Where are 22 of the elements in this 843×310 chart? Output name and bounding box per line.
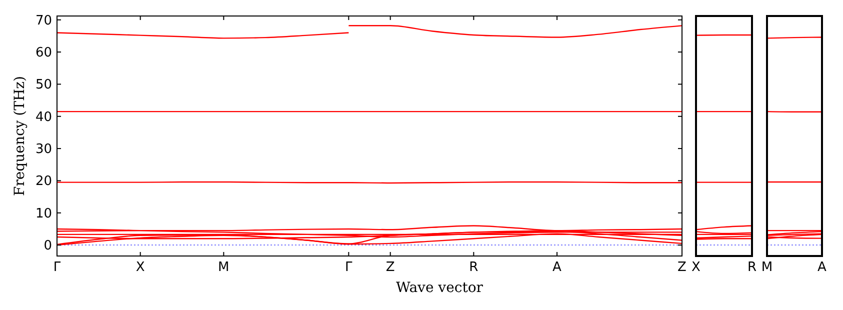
- x-tick-label: M: [761, 260, 773, 275]
- y-tick-label: 50: [35, 78, 52, 93]
- x-tick-label: X: [692, 260, 701, 275]
- x-tick-label: R: [469, 260, 478, 275]
- x-tick-label: R: [747, 260, 757, 275]
- y-tick-label: 40: [35, 110, 52, 125]
- y-axis-title: Frequency (THz): [12, 76, 28, 196]
- y-tick-label: 10: [35, 206, 52, 222]
- x-tick-label: Γ: [53, 260, 62, 275]
- x-tick-label: X: [136, 260, 145, 275]
- y-tick-label: 60: [35, 46, 52, 61]
- x-tick-label: A: [818, 260, 827, 275]
- x-tick-label: Z: [386, 260, 395, 275]
- x-tick-label: Γ: [345, 260, 354, 275]
- x-axis-title: Wave vector: [396, 280, 484, 296]
- x-tick-label: Z: [678, 260, 687, 275]
- y-tick-label: 20: [35, 174, 52, 190]
- y-tick-label: 70: [35, 13, 52, 28]
- x-tick-label: A: [552, 260, 562, 275]
- y-tick-label: 0: [44, 238, 52, 254]
- x-tick-label: M: [218, 260, 230, 275]
- y-tick-label: 30: [35, 142, 52, 158]
